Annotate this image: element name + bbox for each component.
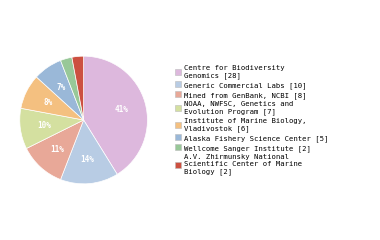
Text: 11%: 11% bbox=[50, 145, 64, 154]
Wedge shape bbox=[20, 108, 84, 149]
Wedge shape bbox=[21, 77, 84, 120]
Wedge shape bbox=[27, 120, 84, 180]
Text: 14%: 14% bbox=[80, 155, 94, 164]
Wedge shape bbox=[36, 60, 84, 120]
Wedge shape bbox=[72, 56, 84, 120]
Wedge shape bbox=[60, 57, 84, 120]
Text: 8%: 8% bbox=[44, 98, 53, 107]
Wedge shape bbox=[84, 56, 147, 174]
Legend: Centre for Biodiversity
Genomics [28], Generic Commercial Labs [10], Mined from : Centre for Biodiversity Genomics [28], G… bbox=[175, 65, 329, 175]
Wedge shape bbox=[60, 120, 117, 184]
Text: 7%: 7% bbox=[57, 83, 66, 92]
Text: 10%: 10% bbox=[38, 121, 51, 130]
Text: 41%: 41% bbox=[115, 105, 128, 114]
